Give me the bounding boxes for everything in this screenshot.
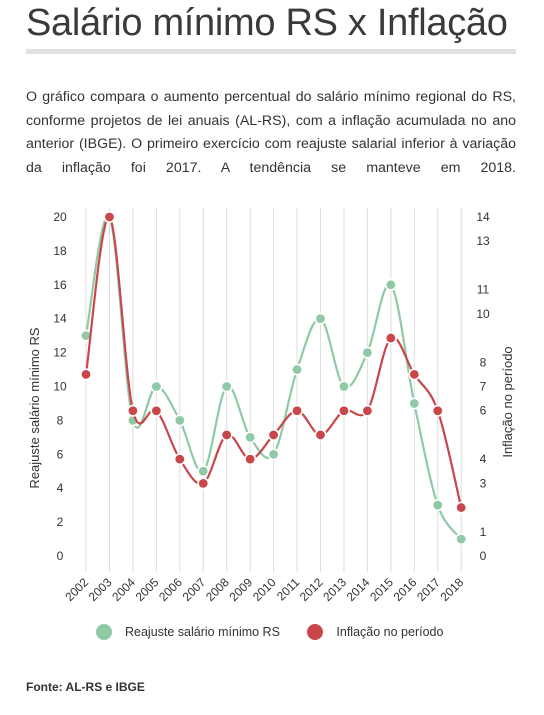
left-axis-ticks: 0 2 4 6 8 10 12 14 16 18 20 xyxy=(53,210,67,563)
data-point-reajuste-2012[interactable] xyxy=(314,312,327,325)
chart-title: Salário mínimo RS x Inflação xyxy=(26,2,508,44)
x-tick-label: 2013 xyxy=(320,575,349,604)
x-tick-label: 2010 xyxy=(250,575,279,604)
left-tick-label: 18 xyxy=(53,244,67,258)
right-tick-label: 10 xyxy=(476,307,490,321)
data-point-reajuste-2014[interactable] xyxy=(361,346,374,359)
right-tick-label: 6 xyxy=(480,404,487,418)
left-tick-label: 14 xyxy=(53,312,67,326)
right-axis-label: Inflação no período xyxy=(500,346,515,457)
x-tick-label: 2007 xyxy=(180,575,209,604)
left-tick-label: 4 xyxy=(57,481,64,495)
data-point-reajuste-2007[interactable] xyxy=(197,465,210,478)
x-tick-label: 2004 xyxy=(109,575,138,604)
left-tick-label: 0 xyxy=(57,549,64,563)
source-note: Fonte: AL-RS e IBGE xyxy=(26,680,145,694)
left-tick-label: 2 xyxy=(57,515,64,529)
x-tick-label: 2008 xyxy=(203,575,232,604)
data-point-inflacao-2005[interactable] xyxy=(150,404,163,417)
left-tick-label: 16 xyxy=(53,278,67,292)
data-point-reajuste-2009[interactable] xyxy=(244,431,257,444)
data-point-inflacao-2015[interactable] xyxy=(384,332,397,345)
data-point-inflacao-2017[interactable] xyxy=(431,404,444,417)
right-tick-label: 3 xyxy=(480,476,487,490)
data-point-inflacao-2003[interactable] xyxy=(103,211,116,224)
left-tick-label: 8 xyxy=(57,413,64,427)
data-point-inflacao-2012[interactable] xyxy=(314,428,327,441)
data-point-inflacao-2013[interactable] xyxy=(337,404,350,417)
x-tick-label: 2009 xyxy=(226,575,255,604)
data-point-inflacao-2009[interactable] xyxy=(244,453,257,466)
x-tick-label: 2018 xyxy=(438,575,467,604)
data-point-reajuste-2018[interactable] xyxy=(455,533,468,546)
right-tick-label: 1 xyxy=(480,525,487,539)
data-point-reajuste-2017[interactable] xyxy=(431,499,444,512)
data-point-inflacao-2014[interactable] xyxy=(361,404,374,417)
legend-label-inflacao: Inflação no período xyxy=(336,625,444,639)
data-point-reajuste-2006[interactable] xyxy=(173,414,186,427)
x-tick-label: 2014 xyxy=(344,575,373,604)
x-tick-label: 2003 xyxy=(86,575,115,604)
legend-item-inflacao[interactable]: Inflação no período xyxy=(307,624,443,640)
data-point-inflacao-2011[interactable] xyxy=(291,404,304,417)
right-tick-label: 13 xyxy=(476,234,490,248)
x-tick-label: 2011 xyxy=(274,575,302,603)
data-point-reajuste-2013[interactable] xyxy=(337,380,350,393)
x-tick-label: 2015 xyxy=(367,575,396,604)
x-tick-label: 2002 xyxy=(62,575,91,604)
data-point-reajuste-2015[interactable] xyxy=(384,278,397,291)
legend-swatch-inflacao xyxy=(307,624,324,640)
legend: Reajuste salário mínimo RS Inflação no p… xyxy=(96,624,467,643)
data-point-reajuste-2011[interactable] xyxy=(291,363,304,376)
right-tick-label: 0 xyxy=(480,549,487,563)
data-point-inflacao-2004[interactable] xyxy=(126,404,139,417)
x-tick-label: 2012 xyxy=(297,575,326,604)
left-tick-label: 20 xyxy=(53,210,67,224)
data-point-reajuste-2005[interactable] xyxy=(150,380,163,393)
right-tick-label: 11 xyxy=(477,283,490,297)
left-tick-label: 12 xyxy=(53,346,67,360)
right-tick-label: 4 xyxy=(480,452,487,466)
left-axis-label: Reajuste salário mínimo RS xyxy=(27,327,42,488)
legend-item-reajuste[interactable]: Reajuste salário mínimo RS xyxy=(96,624,280,640)
data-point-reajuste-2008[interactable] xyxy=(220,380,233,393)
title-divider xyxy=(26,49,516,54)
data-point-inflacao-2008[interactable] xyxy=(220,428,233,441)
left-tick-label: 10 xyxy=(53,380,67,394)
right-tick-label: 8 xyxy=(480,355,487,369)
data-point-reajuste-2016[interactable] xyxy=(408,397,421,410)
x-tick-label: 2006 xyxy=(156,575,185,604)
legend-label-reajuste: Reajuste salário mínimo RS xyxy=(125,625,280,639)
data-point-inflacao-2010[interactable] xyxy=(267,428,280,441)
chart-description: O gráfico compara o aumento percentual d… xyxy=(26,89,516,176)
data-point-inflacao-2018[interactable] xyxy=(455,501,468,514)
data-point-inflacao-2007[interactable] xyxy=(197,477,210,490)
right-tick-label: 7 xyxy=(480,380,487,394)
x-tick-label: 2017 xyxy=(414,575,443,604)
x-axis-ticks: 2002200320042005200620072008200920102011… xyxy=(62,575,466,604)
left-tick-label: 6 xyxy=(57,447,64,461)
series-group xyxy=(80,211,468,546)
x-tick-label: 2005 xyxy=(133,575,162,604)
data-point-reajuste-2010[interactable] xyxy=(267,448,280,461)
x-tick-label: 2016 xyxy=(391,575,420,604)
legend-swatch-reajuste xyxy=(96,624,112,640)
data-point-inflacao-2006[interactable] xyxy=(173,453,186,466)
data-point-inflacao-2016[interactable] xyxy=(408,368,421,381)
data-point-inflacao-2002[interactable] xyxy=(80,368,93,381)
vertical-gridlines xyxy=(85,208,462,572)
right-tick-label: 14 xyxy=(476,210,490,224)
